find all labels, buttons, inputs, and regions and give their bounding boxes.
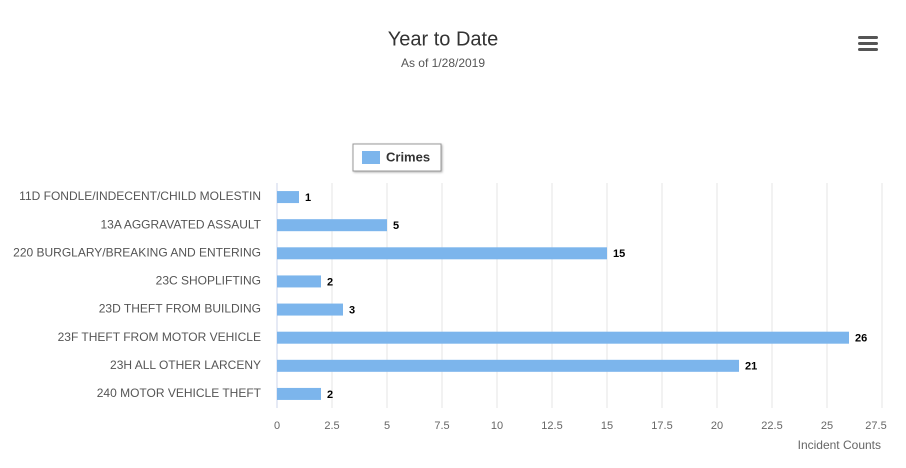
legend-item[interactable]: Crimes bbox=[362, 149, 430, 164]
y-tick-label: 23F THEFT FROM MOTOR VEHICLE bbox=[58, 330, 261, 344]
value-label: 15 bbox=[613, 248, 625, 260]
y-tick-label: 220 BURGLARY/BREAKING AND ENTERING bbox=[13, 245, 261, 259]
value-label: 2 bbox=[327, 276, 333, 288]
bar bbox=[277, 303, 343, 316]
x-tick-label: 20 bbox=[711, 420, 723, 432]
y-tick-label: 23D THEFT FROM BUILDING bbox=[99, 302, 261, 316]
bar bbox=[277, 387, 321, 400]
y-tick-label: 11D FONDLE/INDECENT/CHILD MOLESTIN bbox=[19, 189, 261, 203]
menu-button[interactable] bbox=[858, 36, 878, 51]
legend-label: Crimes bbox=[386, 149, 430, 164]
value-label: 2 bbox=[327, 389, 333, 401]
y-tick-label: 23H ALL OTHER LARCENY bbox=[110, 358, 261, 372]
bar bbox=[277, 219, 387, 232]
legend-swatch bbox=[362, 151, 380, 164]
bar bbox=[277, 331, 849, 344]
x-tick-label: 12.5 bbox=[541, 420, 562, 432]
value-label: 1 bbox=[305, 192, 311, 204]
x-tick-label: 2.5 bbox=[324, 420, 339, 432]
x-tick-label: 10 bbox=[491, 420, 503, 432]
chart-title: Year to Date bbox=[388, 28, 498, 50]
x-tick-label: 27.5 bbox=[865, 420, 886, 432]
value-label: 5 bbox=[393, 220, 399, 232]
bar bbox=[277, 247, 607, 260]
x-tick-label: 0 bbox=[274, 420, 280, 432]
y-tick-label: 13A AGGRAVATED ASSAULT bbox=[100, 217, 261, 231]
chart-subtitle: As of 1/28/2019 bbox=[401, 56, 485, 70]
x-tick-label: 22.5 bbox=[761, 420, 782, 432]
x-axis-title: Incident Counts bbox=[798, 438, 881, 452]
value-label: 26 bbox=[855, 333, 867, 345]
bar bbox=[277, 359, 739, 372]
y-tick-label: 240 MOTOR VEHICLE THEFT bbox=[97, 386, 262, 400]
bar bbox=[277, 191, 299, 204]
x-tick-label: 17.5 bbox=[651, 420, 672, 432]
legend: Crimes bbox=[352, 143, 442, 172]
value-label: 3 bbox=[349, 304, 355, 316]
x-tick-label: 7.5 bbox=[434, 420, 449, 432]
x-tick-label: 5 bbox=[384, 420, 390, 432]
x-tick-label: 25 bbox=[821, 420, 833, 432]
bar bbox=[277, 275, 321, 288]
value-label: 21 bbox=[745, 361, 757, 373]
x-tick-label: 15 bbox=[601, 420, 613, 432]
y-tick-label: 23C SHOPLIFTING bbox=[156, 274, 261, 288]
